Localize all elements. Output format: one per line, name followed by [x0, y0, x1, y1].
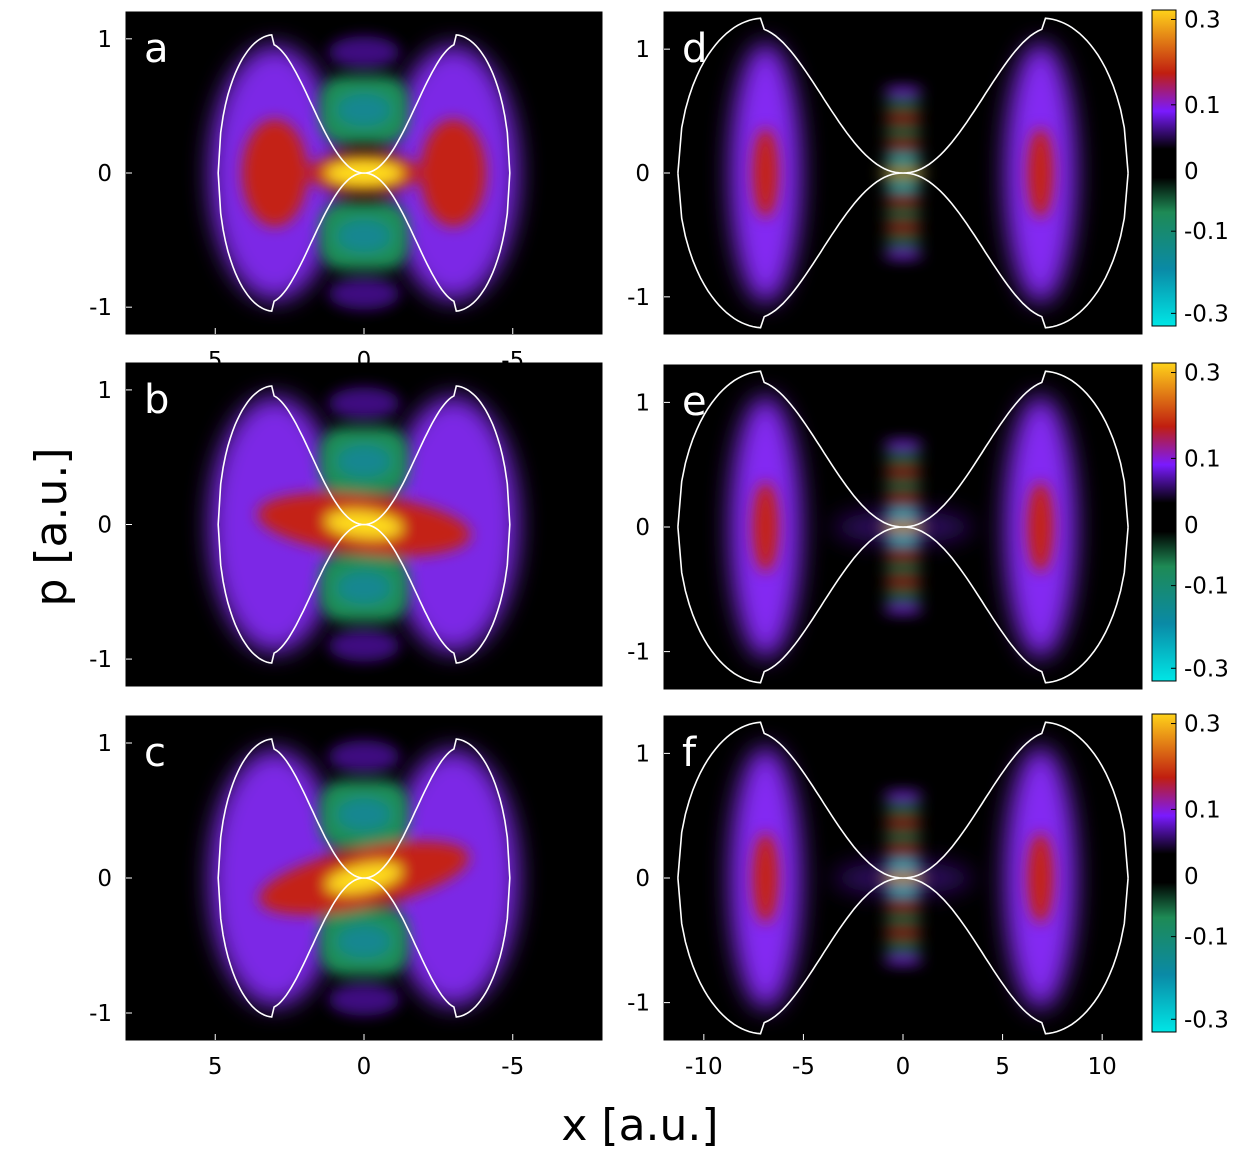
heatmap-image: [677, 721, 1129, 1035]
y-tick-label: -1: [89, 1001, 112, 1027]
x-axis-label: x [a.u.]: [561, 1100, 718, 1151]
y-tick-label: -1: [627, 285, 650, 311]
y-tick-label: -1: [89, 295, 112, 321]
colorbar-tick-label: -0.3: [1184, 1007, 1229, 1033]
y-tick-label: 1: [635, 741, 650, 767]
separatrix-curve: [677, 17, 1129, 329]
y-tick-label: 1: [635, 37, 650, 63]
panel-d: 1 0 -1 d: [627, 11, 1143, 335]
panel-a: 10-15 0 -5a: [89, 11, 603, 374]
heatmap-image: [677, 370, 1129, 684]
y-tick-label: -1: [627, 640, 650, 666]
x-tick-label: 0: [896, 1054, 911, 1080]
y-tick-label: 1: [97, 27, 112, 53]
y-tick-label: 0: [635, 161, 650, 187]
panel-label: e: [682, 379, 707, 425]
colorbar-tick-label: -0.3: [1184, 656, 1229, 682]
y-tick-label: 0: [97, 866, 112, 892]
panel-c: 1 0 -1 5 0 -5 c: [89, 715, 603, 1080]
colorbar-tick-label: 0: [1184, 159, 1199, 185]
colorbar-tick-label: 0.3: [1184, 7, 1221, 33]
colorbar-tick-label: 0.3: [1184, 712, 1221, 738]
heatmap-image: [209, 385, 519, 664]
x-tick-label: 5: [995, 1054, 1010, 1080]
y-tick-label: 1: [97, 378, 112, 404]
y-tick-label: 0: [635, 866, 650, 892]
separatrix-curve: [217, 34, 511, 312]
colorbar-tick-label: -0.1: [1184, 574, 1229, 600]
y-tick-label: 1: [97, 731, 112, 757]
separatrix-curve: [217, 738, 511, 1018]
colorbar-tick-label: 0.3: [1184, 361, 1221, 387]
colorbar-d: 0.3 0.1 0 -0.1 -0.3: [1151, 7, 1229, 327]
y-tick-label: 0: [635, 515, 650, 541]
heatmap-image: [209, 738, 519, 1018]
panel-f: 10-1-10 -5 0 5 10f: [627, 715, 1143, 1080]
separatrix-curve: [217, 385, 511, 664]
y-tick-label: -1: [89, 647, 112, 673]
x-tick-label: -10: [685, 1054, 723, 1080]
colorbar-tick-label: 0: [1184, 513, 1199, 539]
heatmap-image: [209, 34, 519, 312]
panel-label: d: [682, 26, 707, 72]
panel-label: b: [144, 377, 169, 423]
panel-label: a: [144, 26, 169, 72]
colorbar-tick-label: -0.1: [1184, 925, 1229, 951]
separatrix-curve: [677, 370, 1129, 684]
x-tick-label: 0: [357, 1054, 372, 1080]
colorbar-e: 0.3 0.1 0 -0.1 -0.3: [1151, 361, 1229, 682]
panel-label: f: [682, 730, 697, 776]
heatmap-image: [677, 17, 1129, 329]
x-tick-label: -5: [792, 1054, 815, 1080]
panel-b: 1 0 -1 b: [89, 362, 603, 687]
panel-e: 1 0 -1 e: [627, 364, 1143, 690]
x-tick-label: 5: [208, 1054, 223, 1080]
colorbar-tick-label: 0: [1184, 864, 1199, 890]
colorbar-f: 0.3 0.1 0 -0.1 -0.3: [1151, 712, 1229, 1033]
colorbar-tick-label: -0.3: [1184, 301, 1229, 327]
x-tick-label: -5: [501, 1054, 524, 1080]
y-tick-label: 0: [97, 161, 112, 187]
colorbar-tick-label: 0.1: [1184, 93, 1221, 119]
y-tick-label: -1: [627, 991, 650, 1017]
colorbar-tick-label: 0.1: [1184, 797, 1221, 823]
colorbar-gradient: [1151, 362, 1177, 682]
y-axis-label: p [a.u.]: [26, 447, 77, 606]
colorbar-gradient: [1151, 9, 1177, 327]
y-tick-label: 0: [97, 513, 112, 539]
colorbar-tick-label: 0.1: [1184, 446, 1221, 472]
colorbar-gradient: [1151, 713, 1177, 1033]
colorbar-tick-label: -0.1: [1184, 219, 1229, 245]
x-tick-label: 10: [1088, 1054, 1117, 1080]
panel-label: c: [144, 730, 166, 776]
separatrix-curve: [677, 721, 1129, 1035]
y-tick-label: 1: [635, 390, 650, 416]
